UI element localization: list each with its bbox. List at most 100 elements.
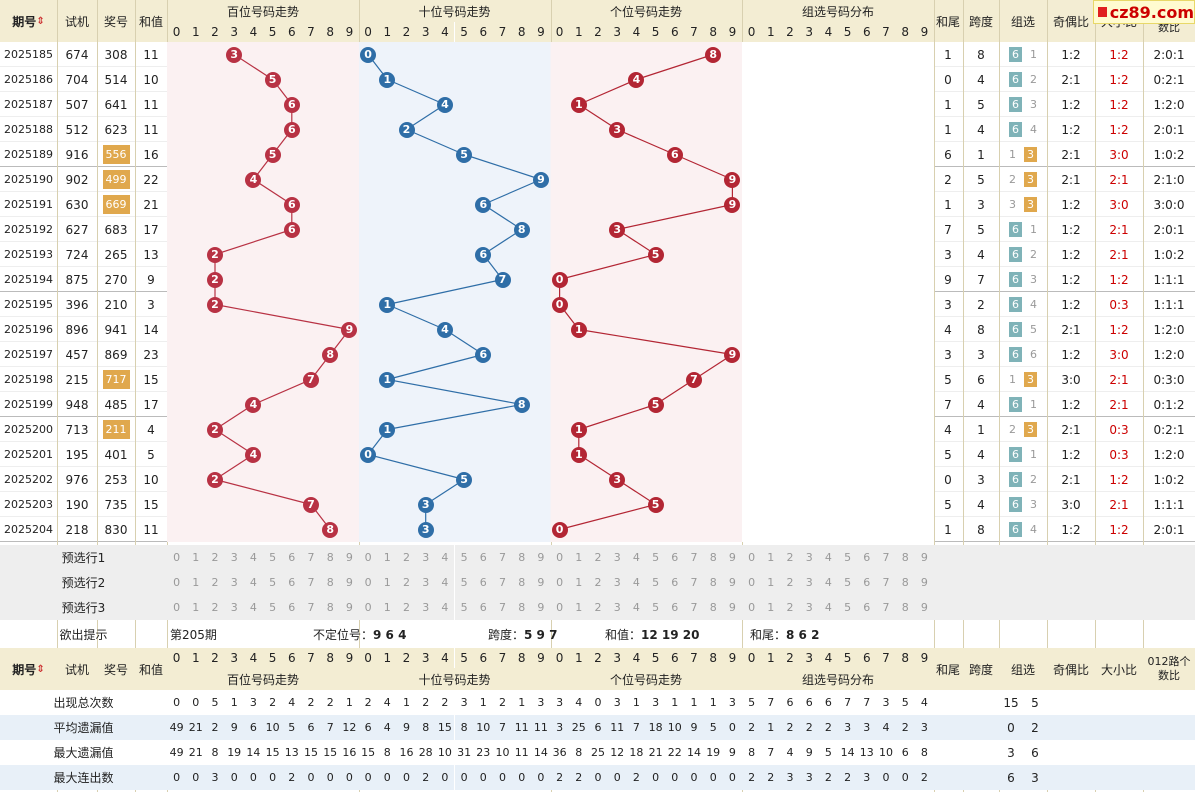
preselect-digit[interactable]: 7: [492, 545, 513, 570]
preselect-digit[interactable]: 1: [569, 595, 589, 620]
preselect-digit[interactable]: 9: [722, 545, 742, 570]
preselect-digit[interactable]: 6: [665, 570, 685, 595]
preselect-digit[interactable]: 7: [492, 570, 513, 595]
preselect-digit[interactable]: 8: [703, 570, 723, 595]
preselect-digit[interactable]: 6: [282, 570, 302, 595]
preselect-digit[interactable]: 5: [646, 570, 666, 595]
preselect-digit[interactable]: 4: [435, 545, 455, 570]
preselect-digit[interactable]: 1: [186, 595, 206, 620]
preselect-digit[interactable]: 5: [454, 570, 474, 595]
preselect-digit[interactable]: 6: [857, 570, 877, 595]
preselect-digit[interactable]: 7: [492, 595, 513, 620]
preselect-digit[interactable]: 0: [742, 545, 762, 570]
preselect-digit[interactable]: 4: [435, 570, 455, 595]
preselect-digit[interactable]: 9: [531, 570, 551, 595]
preselect-digit[interactable]: 7: [876, 595, 896, 620]
preselect-digit[interactable]: 9: [531, 545, 551, 570]
preselect-digit[interactable]: 1: [761, 570, 781, 595]
preselect-digit[interactable]: 0: [358, 570, 378, 595]
preselect-digit[interactable]: 6: [473, 595, 493, 620]
preselect-digit[interactable]: 2: [205, 595, 225, 620]
preselect-digit[interactable]: 6: [665, 595, 685, 620]
preselect-digit[interactable]: 4: [243, 570, 263, 595]
preselect-digit[interactable]: 7: [684, 595, 704, 620]
preselect-digit[interactable]: 2: [780, 545, 800, 570]
preselect-digit[interactable]: 4: [818, 545, 838, 570]
preselect-digit[interactable]: 5: [454, 545, 474, 570]
preselect-digit[interactable]: 9: [339, 595, 359, 620]
preselect-digit[interactable]: 4: [243, 595, 263, 620]
preselect-digit[interactable]: 2: [780, 570, 800, 595]
preselect-digit[interactable]: 3: [799, 595, 819, 620]
preselect-digit[interactable]: 9: [339, 570, 359, 595]
preselect-digit[interactable]: 1: [761, 595, 781, 620]
preselect-digit[interactable]: 7: [684, 545, 704, 570]
preselect-digit[interactable]: 8: [512, 570, 532, 595]
preselect-digit[interactable]: 1: [377, 570, 397, 595]
preselect-digit[interactable]: 6: [857, 595, 877, 620]
preselect-digit[interactable]: 3: [224, 570, 244, 595]
preselect-digit[interactable]: 0: [167, 595, 187, 620]
preselect-digit[interactable]: 6: [665, 545, 685, 570]
preselect-digit[interactable]: 4: [435, 595, 455, 620]
preselect-digit[interactable]: 1: [377, 595, 397, 620]
preselect-digit[interactable]: 8: [895, 595, 915, 620]
preselect-digit[interactable]: 1: [761, 545, 781, 570]
sort-arrows-icon[interactable]: ⇕: [36, 15, 45, 27]
footer-period[interactable]: 期号 ⇕: [0, 648, 57, 690]
preselect-digit[interactable]: 2: [588, 545, 608, 570]
preselect-digit[interactable]: 0: [358, 595, 378, 620]
preselect-digit[interactable]: 9: [531, 595, 551, 620]
sort-arrows-icon[interactable]: ⇕: [36, 663, 45, 675]
preselect-digit[interactable]: 8: [512, 595, 532, 620]
preselect-digit[interactable]: 8: [320, 570, 340, 595]
preselect-digit[interactable]: 3: [416, 545, 436, 570]
preselect-digit[interactable]: 2: [205, 545, 225, 570]
preselect-digit[interactable]: 8: [512, 545, 532, 570]
header-period[interactable]: 期号 ⇕: [0, 0, 57, 42]
preselect-digit[interactable]: 5: [646, 545, 666, 570]
preselect-digit[interactable]: 5: [454, 595, 474, 620]
preselect-digit[interactable]: 2: [396, 570, 417, 595]
preselect-digit[interactable]: 8: [320, 595, 340, 620]
preselect-digit[interactable]: 1: [569, 545, 589, 570]
preselect-digit[interactable]: 7: [301, 570, 321, 595]
preselect-digit[interactable]: 1: [569, 570, 589, 595]
preselect-digit[interactable]: 3: [416, 595, 436, 620]
preselect-digit[interactable]: 8: [320, 545, 340, 570]
preselect-digit[interactable]: 2: [588, 595, 608, 620]
preselect-digit[interactable]: 5: [263, 545, 283, 570]
preselect-digit[interactable]: 0: [167, 545, 187, 570]
preselect-digit[interactable]: 3: [799, 545, 819, 570]
preselect-digit[interactable]: 0: [742, 595, 762, 620]
preselect-digit[interactable]: 2: [396, 595, 417, 620]
preselect-digit[interactable]: 2: [588, 570, 608, 595]
preselect-digit[interactable]: 4: [818, 595, 838, 620]
preselect-digit[interactable]: 7: [876, 545, 896, 570]
preselect-digit[interactable]: 0: [550, 595, 570, 620]
preselect-digit[interactable]: 2: [780, 595, 800, 620]
preselect-digit[interactable]: 6: [473, 570, 493, 595]
preselect-digit[interactable]: 4: [243, 545, 263, 570]
preselect-digit[interactable]: 3: [224, 595, 244, 620]
preselect-digit[interactable]: 6: [282, 595, 302, 620]
preselect-digit[interactable]: 0: [167, 570, 187, 595]
preselect-digit[interactable]: 4: [818, 570, 838, 595]
preselect-digit[interactable]: 0: [550, 570, 570, 595]
preselect-digit[interactable]: 7: [876, 570, 896, 595]
preselect-digit[interactable]: 7: [301, 545, 321, 570]
preselect-digit[interactable]: 0: [358, 545, 378, 570]
preselect-digit[interactable]: 8: [703, 595, 723, 620]
preselect-digit[interactable]: 3: [607, 595, 627, 620]
preselect-digit[interactable]: 9: [914, 595, 934, 620]
preselect-digit[interactable]: 9: [914, 570, 934, 595]
preselect-digit[interactable]: 6: [857, 545, 877, 570]
preselect-digit[interactable]: 3: [607, 570, 627, 595]
preselect-digit[interactable]: 5: [838, 545, 858, 570]
preselect-digit[interactable]: 1: [186, 545, 206, 570]
preselect-digit[interactable]: 5: [838, 595, 858, 620]
preselect-digit[interactable]: 5: [263, 595, 283, 620]
preselect-digit[interactable]: 8: [895, 545, 915, 570]
preselect-digit[interactable]: 4: [626, 545, 646, 570]
preselect-digit[interactable]: 6: [282, 545, 302, 570]
